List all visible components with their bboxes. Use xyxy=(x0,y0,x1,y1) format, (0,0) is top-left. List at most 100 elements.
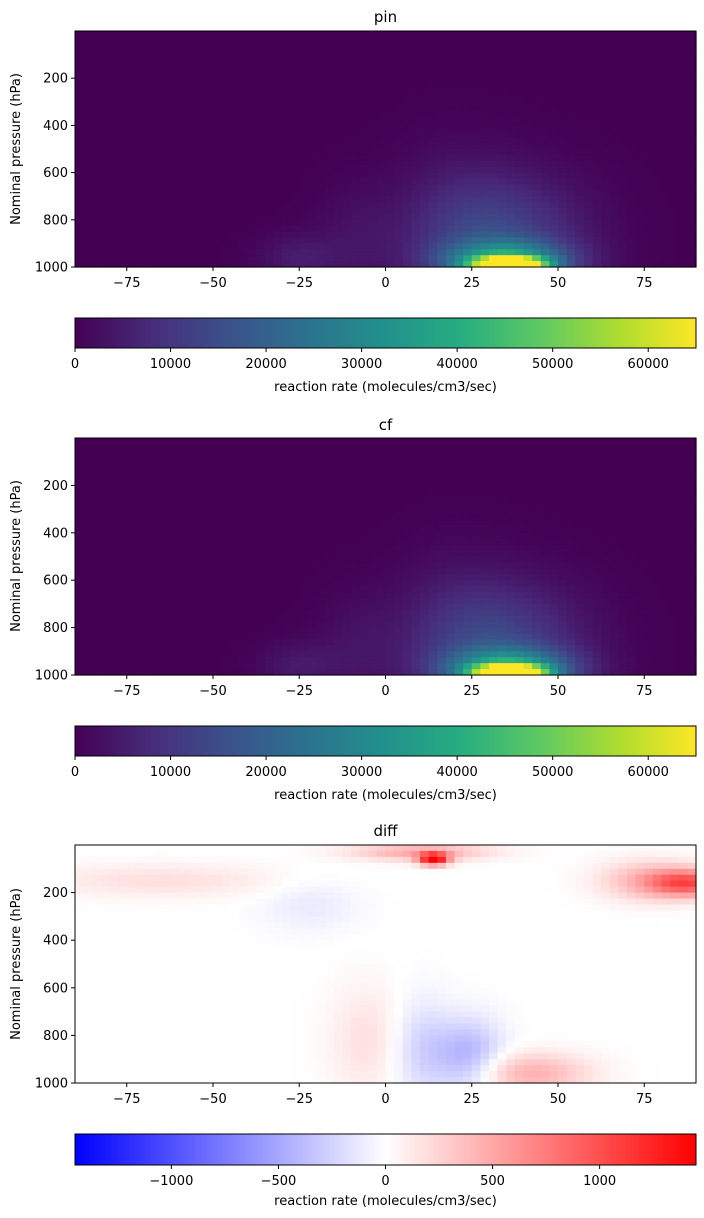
heatmap-cell xyxy=(307,48,318,56)
heatmap-cell xyxy=(144,72,154,79)
heatmap-cell xyxy=(687,160,697,168)
heatmap-cell xyxy=(540,190,550,197)
heatmap-cell xyxy=(618,31,628,38)
heatmap-cell xyxy=(428,119,438,126)
heatmap-cell xyxy=(118,515,128,522)
heatmap-cell xyxy=(558,125,568,132)
heatmap-cell xyxy=(428,538,438,546)
heatmap-cell xyxy=(333,131,343,138)
heatmap-cell xyxy=(540,202,550,209)
heatmap-cell xyxy=(661,125,671,132)
heatmap-cell xyxy=(299,149,309,156)
heatmap-cell xyxy=(109,243,119,250)
heatmap-cell xyxy=(678,78,688,85)
heatmap-cell xyxy=(238,461,249,469)
heatmap-cell xyxy=(670,479,680,486)
heatmap-cell xyxy=(83,60,93,67)
heatmap-cell xyxy=(325,219,335,227)
heatmap-cell xyxy=(83,592,93,599)
heatmap-cell xyxy=(411,586,421,593)
heatmap-cell xyxy=(489,66,499,73)
heatmap-cell xyxy=(273,143,283,150)
heatmap-cell xyxy=(135,556,145,564)
heatmap-cell xyxy=(152,449,162,457)
heatmap-cell xyxy=(471,101,481,109)
heatmap-cell xyxy=(540,574,550,581)
heatmap-cell xyxy=(178,202,188,209)
heatmap-cell xyxy=(92,213,102,221)
heatmap-cell xyxy=(161,72,171,79)
heatmap-cell xyxy=(463,455,473,463)
heatmap-cell xyxy=(558,261,568,268)
heatmap-cell xyxy=(549,261,559,268)
heatmap-cell xyxy=(687,249,697,256)
heatmap-cell xyxy=(118,78,128,85)
heatmap-cell xyxy=(368,213,378,221)
heatmap-cell xyxy=(238,509,249,516)
heatmap-cell xyxy=(402,78,412,85)
heatmap-cell xyxy=(333,443,343,451)
heatmap-cell xyxy=(161,119,171,126)
heatmap-cell xyxy=(506,562,516,569)
heatmap-cell xyxy=(678,556,688,564)
heatmap-cell xyxy=(109,95,119,103)
heatmap-cell xyxy=(307,90,318,97)
heatmap-cell xyxy=(333,497,343,504)
heatmap-cell xyxy=(204,455,214,463)
heatmap-cell xyxy=(83,196,93,203)
heatmap-cell xyxy=(463,438,473,445)
heatmap-cell xyxy=(420,243,430,250)
heatmap-cell xyxy=(420,485,430,492)
heatmap-cell xyxy=(256,113,266,121)
heatmap-cell xyxy=(221,60,231,67)
heatmap-cell xyxy=(307,443,318,451)
heatmap-cell xyxy=(618,66,628,73)
heatmap-cell xyxy=(558,461,568,469)
heatmap-cell xyxy=(506,178,516,185)
heatmap-cell xyxy=(144,443,154,451)
heatmap-cell xyxy=(230,78,240,85)
heatmap-cell xyxy=(178,237,188,244)
heatmap-cell xyxy=(126,231,136,239)
heatmap-cell xyxy=(213,95,223,103)
heatmap-cell xyxy=(135,31,145,38)
heatmap-cell xyxy=(135,172,145,180)
heatmap-cell xyxy=(316,473,326,481)
heatmap-cell xyxy=(652,166,663,174)
heatmap-cell xyxy=(75,603,85,611)
heatmap-cell xyxy=(144,538,154,546)
heatmap-cell xyxy=(609,544,619,552)
heatmap-cell xyxy=(307,243,318,250)
heatmap-cell xyxy=(135,101,145,109)
heatmap-cell xyxy=(583,249,594,256)
heatmap-cell xyxy=(558,497,568,504)
heatmap-cell xyxy=(169,219,180,227)
heatmap-cell xyxy=(558,143,568,150)
heatmap-cell xyxy=(92,125,102,132)
heatmap-cell xyxy=(368,119,378,126)
heatmap-cell xyxy=(644,54,654,62)
heatmap-cell xyxy=(532,532,542,540)
heatmap-cell xyxy=(264,107,274,115)
heatmap-cell xyxy=(592,149,602,156)
heatmap-cell xyxy=(670,243,680,250)
heatmap-cell xyxy=(299,60,309,67)
heatmap-cell xyxy=(523,196,533,203)
heatmap-cell xyxy=(420,467,430,475)
heatmap-cell xyxy=(213,485,223,492)
heatmap-cell xyxy=(325,131,335,138)
heatmap-cell xyxy=(169,125,180,132)
heatmap-cell xyxy=(420,592,430,599)
heatmap-cell xyxy=(489,261,499,268)
heatmap-cell xyxy=(601,556,611,564)
heatmap-cell xyxy=(514,449,525,457)
heatmap-cell xyxy=(687,544,697,552)
heatmap-cell xyxy=(592,532,602,540)
heatmap-cell xyxy=(187,66,197,73)
heatmap-cell xyxy=(670,160,680,168)
heatmap-cell xyxy=(661,515,671,522)
heatmap-cell xyxy=(75,90,85,97)
heatmap-cell xyxy=(333,592,343,599)
heatmap-cell xyxy=(394,479,404,486)
heatmap-cell xyxy=(351,503,361,510)
